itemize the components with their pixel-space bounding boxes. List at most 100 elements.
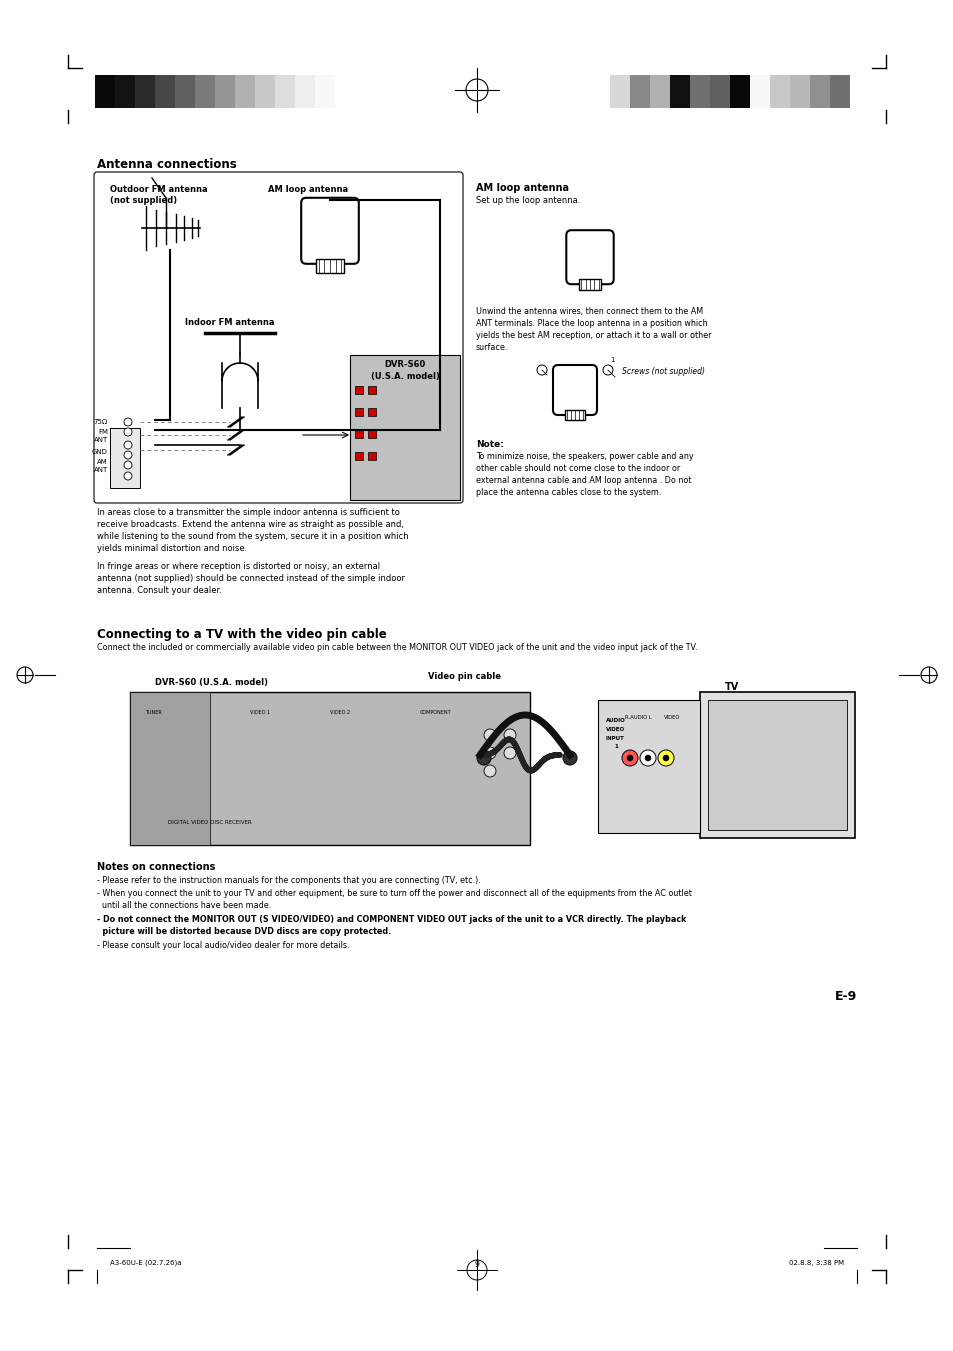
Bar — [115, 76, 135, 108]
Bar — [368, 453, 375, 459]
Bar — [707, 700, 846, 830]
Bar — [749, 76, 769, 108]
Bar — [709, 76, 729, 108]
Circle shape — [644, 755, 650, 761]
Bar — [95, 76, 115, 108]
Text: INPUT: INPUT — [605, 736, 624, 740]
Text: (not supplied): (not supplied) — [110, 196, 177, 205]
Text: place the antenna cables close to the system.: place the antenna cables close to the sy… — [476, 488, 660, 497]
Text: 9: 9 — [474, 1260, 479, 1269]
Circle shape — [124, 461, 132, 469]
Bar — [368, 430, 375, 438]
Text: Connect the included or commercially available video pin cable between the MONIT: Connect the included or commercially ava… — [97, 643, 697, 653]
Text: yields minimal distortion and noise.: yields minimal distortion and noise. — [97, 544, 247, 553]
Text: VIDEO: VIDEO — [605, 727, 624, 732]
Circle shape — [639, 750, 656, 766]
Bar — [649, 76, 669, 108]
Circle shape — [124, 451, 132, 459]
Text: - Please consult your local audio/video dealer for more details.: - Please consult your local audio/video … — [97, 942, 349, 950]
Text: COMPONENT: COMPONENT — [419, 711, 451, 715]
Text: VIDEO: VIDEO — [663, 715, 679, 720]
Bar — [689, 76, 709, 108]
Bar — [564, 409, 584, 420]
Text: In areas close to a transmitter the simple indoor antenna is sufficient to: In areas close to a transmitter the simp… — [97, 508, 399, 517]
Circle shape — [626, 755, 633, 761]
Bar — [809, 76, 829, 108]
Text: surface.: surface. — [476, 343, 508, 353]
Circle shape — [476, 751, 491, 765]
Circle shape — [602, 365, 613, 376]
Bar — [598, 700, 700, 834]
Bar — [274, 76, 294, 108]
Text: ANT: ANT — [93, 467, 108, 473]
Text: external antenna cable and AM loop antenna . Do not: external antenna cable and AM loop anten… — [476, 476, 691, 485]
Text: 02.8.8, 3:38 PM: 02.8.8, 3:38 PM — [788, 1260, 843, 1266]
Text: 1: 1 — [614, 744, 618, 748]
Bar — [135, 76, 154, 108]
Bar — [130, 692, 530, 844]
Text: - Do not connect the MONITOR OUT (S VIDEO/VIDEO) and COMPONENT VIDEO OUT jacks o: - Do not connect the MONITOR OUT (S VIDE… — [97, 915, 686, 924]
Text: R.AUDIO L: R.AUDIO L — [624, 715, 651, 720]
Bar — [130, 692, 210, 844]
Circle shape — [483, 730, 496, 740]
Bar — [729, 76, 749, 108]
Text: Set up the loop antenna.: Set up the loop antenna. — [476, 196, 579, 205]
Circle shape — [124, 440, 132, 449]
Bar — [214, 76, 234, 108]
Bar — [669, 76, 689, 108]
Bar — [368, 386, 375, 394]
Text: Indoor FM antenna: Indoor FM antenna — [185, 317, 274, 327]
Text: ANT terminals. Place the loop antenna in a position which: ANT terminals. Place the loop antenna in… — [476, 319, 707, 328]
Bar — [578, 280, 600, 290]
Text: AM loop antenna: AM loop antenna — [268, 185, 348, 195]
Text: In fringe areas or where reception is distorted or noisy, an external: In fringe areas or where reception is di… — [97, 562, 379, 571]
Bar — [355, 430, 363, 438]
Text: - Please refer to the instruction manuals for the components that you are connec: - Please refer to the instruction manual… — [97, 875, 480, 885]
Text: - When you connect the unit to your TV and other equipment, be sure to turn off : - When you connect the unit to your TV a… — [97, 889, 691, 898]
Bar — [368, 408, 375, 416]
Circle shape — [124, 471, 132, 480]
Text: DVR-S60 (U.S.A. model): DVR-S60 (U.S.A. model) — [154, 678, 268, 688]
FancyBboxPatch shape — [566, 230, 613, 284]
Text: ANT: ANT — [93, 436, 108, 443]
Text: E-9: E-9 — [834, 990, 856, 1002]
Text: Video pin cable: Video pin cable — [428, 671, 500, 681]
Bar — [110, 428, 140, 488]
Text: Notes on connections: Notes on connections — [97, 862, 215, 871]
Bar — [194, 76, 214, 108]
FancyBboxPatch shape — [301, 197, 358, 263]
Text: 1: 1 — [609, 357, 614, 363]
Text: while listening to the sound from the system, secure it in a position which: while listening to the sound from the sy… — [97, 532, 408, 540]
Bar — [315, 259, 344, 273]
Circle shape — [621, 750, 638, 766]
Text: DVR-S60: DVR-S60 — [384, 359, 425, 369]
Bar — [629, 76, 649, 108]
Text: Outdoor FM antenna: Outdoor FM antenna — [110, 185, 208, 195]
Text: To minimize noise, the speakers, power cable and any: To minimize noise, the speakers, power c… — [476, 453, 693, 461]
Bar — [355, 408, 363, 416]
Text: until all the connections have been made.: until all the connections have been made… — [97, 901, 271, 911]
Bar — [609, 76, 629, 108]
Bar — [350, 355, 459, 500]
Text: TV: TV — [724, 682, 739, 692]
Bar — [769, 76, 789, 108]
Text: receive broadcasts. Extend the antenna wire as straight as possible and,: receive broadcasts. Extend the antenna w… — [97, 520, 403, 530]
Circle shape — [662, 755, 668, 761]
Bar — [789, 76, 809, 108]
Text: antenna (not supplied) should be connected instead of the simple indoor: antenna (not supplied) should be connect… — [97, 574, 405, 584]
Bar — [294, 76, 314, 108]
Text: Screws (not supplied): Screws (not supplied) — [621, 367, 704, 376]
Circle shape — [658, 750, 673, 766]
Text: Connecting to a TV with the video pin cable: Connecting to a TV with the video pin ca… — [97, 628, 386, 640]
Text: AM loop antenna: AM loop antenna — [476, 182, 568, 193]
Text: antenna. Consult your dealer.: antenna. Consult your dealer. — [97, 586, 222, 594]
Text: DIGITAL VIDEO DISC RECEIVER: DIGITAL VIDEO DISC RECEIVER — [168, 820, 252, 825]
Text: TUNER: TUNER — [145, 711, 162, 715]
Circle shape — [537, 365, 546, 376]
Circle shape — [483, 747, 496, 759]
Bar — [174, 76, 194, 108]
Text: Unwind the antenna wires, then connect them to the AM: Unwind the antenna wires, then connect t… — [476, 307, 702, 316]
Text: (U.S.A. model): (U.S.A. model) — [370, 372, 439, 381]
Circle shape — [503, 747, 516, 759]
Text: AM: AM — [97, 459, 108, 465]
